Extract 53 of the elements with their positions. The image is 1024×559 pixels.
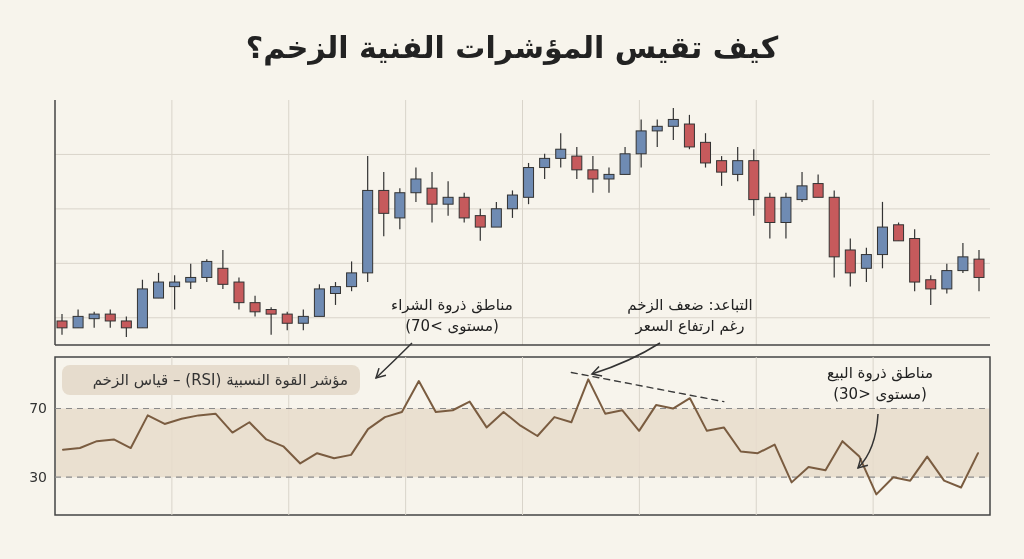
candlestick xyxy=(104,308,116,329)
candlestick xyxy=(683,114,695,150)
candlestick xyxy=(716,155,728,187)
candlestick xyxy=(893,221,905,242)
candlestick xyxy=(217,249,229,290)
candlestick xyxy=(410,166,422,203)
candlestick xyxy=(941,263,953,295)
candlestick xyxy=(732,146,744,182)
candlestick xyxy=(603,166,615,194)
candlestick xyxy=(265,306,277,336)
candlestick xyxy=(490,201,502,228)
candlestick xyxy=(72,308,84,329)
candlestick xyxy=(120,315,132,338)
candlestick xyxy=(587,155,599,194)
candlestick xyxy=(153,272,165,299)
candlestick xyxy=(667,107,679,141)
candlestick xyxy=(812,173,824,198)
candlestick xyxy=(474,208,486,242)
y-tick-label: 30 xyxy=(29,469,47,486)
candlestick xyxy=(635,118,647,169)
candlestick xyxy=(796,171,808,203)
annotation: مناطق ذروة البيع (مستوى <30) xyxy=(827,364,933,403)
candlestick xyxy=(329,281,341,306)
text: مؤشر القوة النسبية (RSI) – قياس الزخم xyxy=(92,371,348,389)
candlestick xyxy=(844,237,856,288)
chart-title: كيف تقيس المؤشرات الفنية الزخم؟ xyxy=(245,30,779,66)
candlestick xyxy=(458,192,470,224)
candlestick xyxy=(281,311,293,331)
candlestick xyxy=(860,247,872,283)
candlestick xyxy=(555,132,567,169)
candlestick xyxy=(426,171,438,224)
candlestick xyxy=(378,171,390,237)
candlestick xyxy=(506,189,518,219)
annotation: التباعد: ضعف الزخم رغم ارتفاع السعر xyxy=(627,296,753,335)
candlestick xyxy=(925,274,937,306)
candlestick xyxy=(700,132,712,169)
candlestick xyxy=(185,263,197,290)
candlestick xyxy=(346,260,358,292)
candlestick xyxy=(201,258,213,283)
candlestick xyxy=(249,295,261,317)
candlestick xyxy=(973,249,985,292)
candlestick xyxy=(539,153,551,180)
annotation: مناطق ذروة الشراء (مستوى >70) xyxy=(391,296,513,335)
candlestick xyxy=(233,276,245,311)
candlestick xyxy=(169,274,181,311)
candlestick xyxy=(957,242,969,274)
candlestick xyxy=(619,146,631,176)
candlestick xyxy=(297,308,309,331)
candlestick xyxy=(442,180,454,217)
candlestick xyxy=(651,118,663,148)
y-tick-label: 70 xyxy=(29,400,47,417)
candlestick xyxy=(571,146,583,180)
candlestick xyxy=(56,313,68,336)
